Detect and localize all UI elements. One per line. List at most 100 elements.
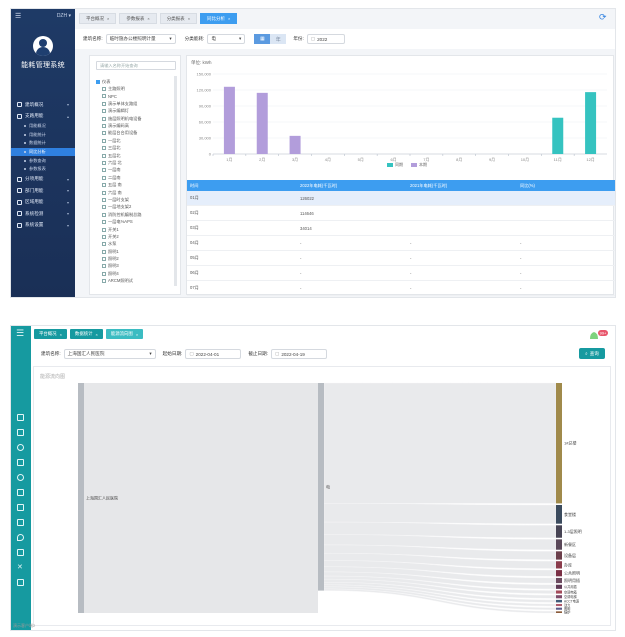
sankey-target-node[interactable] <box>556 577 562 584</box>
checkbox[interactable] <box>102 242 106 247</box>
tab[interactable]: 分类报表 × <box>159 13 198 24</box>
monitor-icon[interactable] <box>17 414 24 421</box>
sankey-middle-node[interactable] <box>318 383 324 591</box>
tree-node[interactable]: 消防控机编制总路 <box>94 211 172 218</box>
sidebar-subitem[interactable]: 用能概况 <box>11 122 75 131</box>
close-icon[interactable]: × <box>228 16 231 21</box>
table-row[interactable]: 06月 - - - <box>187 266 615 281</box>
sankey-link[interactable] <box>323 544 557 560</box>
tree-node[interactable]: 五层北 <box>94 152 172 159</box>
checkbox[interactable] <box>102 138 106 143</box>
calendar-icon[interactable] <box>17 519 24 526</box>
close-icon[interactable]: × <box>59 331 62 337</box>
sankey-target-node[interactable] <box>556 611 562 613</box>
sidebar-item[interactable]: 系统设置 ▾ <box>11 220 75 232</box>
sankey-target-node[interactable] <box>556 525 562 538</box>
checkbox[interactable] <box>102 168 106 173</box>
legend-item[interactable]: 同期 <box>387 162 403 168</box>
table-row[interactable]: 07月 - - - <box>187 281 615 296</box>
tab[interactable]: 同比分析 × <box>200 13 238 24</box>
checkbox[interactable] <box>102 190 106 195</box>
tree-node[interactable]: 开关2 <box>94 233 172 240</box>
tree-node[interactable]: 仪表 <box>94 78 172 85</box>
sidebar-item[interactable]: 区域用能 ▾ <box>11 197 75 209</box>
sidebar-item[interactable]: 建筑概况 ▾ <box>11 99 75 111</box>
checkbox[interactable] <box>102 212 106 217</box>
start-date-picker[interactable]: ▢ 2022-04-01 <box>185 349 242 359</box>
tree-node[interactable]: 照明3 <box>94 263 172 270</box>
bar-prior[interactable] <box>552 117 564 154</box>
year-toggle-button[interactable]: 年 <box>270 34 287 44</box>
tree-node[interactable]: 施层照明机电设备 <box>94 115 172 122</box>
tab[interactable]: 参数报表 × <box>119 13 157 24</box>
close-icon[interactable]: × <box>95 331 98 337</box>
checkbox[interactable] <box>102 87 106 92</box>
checkbox[interactable] <box>102 175 106 180</box>
sidebar-item[interactable]: 系统检测 ▾ <box>11 208 75 220</box>
tree-node[interactable]: NPC <box>94 93 172 100</box>
tree-node[interactable]: 六层 南 <box>94 189 172 196</box>
sidebar-subitem[interactable]: 参数查询 <box>11 156 75 165</box>
tree-node[interactable]: 一层北 <box>94 137 172 144</box>
tree-node[interactable]: 水泵 <box>94 241 172 248</box>
query-button[interactable]: ⌕ 查询 <box>579 348 605 359</box>
refresh-icon[interactable]: ⟳ <box>599 12 607 22</box>
checkbox[interactable] <box>102 101 106 106</box>
tree-node[interactable]: 能层台台用设备 <box>94 130 172 137</box>
checkbox[interactable] <box>102 205 106 210</box>
sankey-target-node[interactable] <box>556 590 562 594</box>
sankey-link[interactable] <box>323 534 557 550</box>
building-select[interactable]: 上海国汇人民医院 ▾ <box>63 349 156 359</box>
sankey-target-node[interactable] <box>556 383 562 504</box>
sankey-target-node[interactable] <box>556 607 562 610</box>
tools-icon[interactable]: ✕ <box>17 564 23 571</box>
bar-prior[interactable] <box>585 92 597 154</box>
close-icon[interactable]: × <box>187 16 191 21</box>
tab[interactable]: 平台概况 × <box>34 329 67 339</box>
sankey-source-node[interactable] <box>78 383 84 613</box>
checkbox[interactable] <box>102 234 106 239</box>
sankey-target-node[interactable] <box>556 595 562 599</box>
sankey-link[interactable] <box>323 382 557 504</box>
building-select[interactable]: 临时施办公楼照明计量 ▾ <box>105 34 176 44</box>
table-row[interactable]: 04月 - - - <box>187 236 615 251</box>
eye-icon[interactable] <box>17 474 24 481</box>
building-icon[interactable] <box>17 429 24 436</box>
table-row[interactable]: 05月 - - - <box>187 251 615 266</box>
tree-node[interactable]: 五层 南 <box>94 181 172 188</box>
table-row[interactable]: 02月 114646 <box>187 206 615 221</box>
sankey-target-node[interactable] <box>556 551 562 560</box>
tree-node[interactable]: 一层南 <box>94 167 172 174</box>
user-menu[interactable]: DZH ▾ <box>56 13 71 19</box>
category-select[interactable]: 电 ▾ <box>207 34 246 44</box>
tree-node[interactable]: 演示编码高 <box>94 122 172 129</box>
checkbox[interactable] <box>102 124 106 129</box>
checkbox[interactable] <box>102 257 106 262</box>
tree-node[interactable]: 一层地支架2 <box>94 204 172 211</box>
close-icon[interactable]: × <box>107 16 110 21</box>
sidebar-item[interactable]: 分项用能 ▾ <box>11 174 75 186</box>
close-icon[interactable]: × <box>147 16 150 21</box>
sidebar-item[interactable]: 部门用能 ▾ <box>11 185 75 197</box>
folder-icon[interactable] <box>17 489 24 496</box>
checkbox[interactable] <box>102 109 106 114</box>
checkbox[interactable] <box>96 79 100 84</box>
location-icon[interactable] <box>17 534 24 541</box>
tab[interactable]: 能源流向图 × <box>105 329 144 339</box>
checkbox[interactable] <box>102 153 106 158</box>
legend-item[interactable]: 本期 <box>411 162 427 168</box>
close-icon[interactable]: × <box>135 331 139 337</box>
tree-node[interactable]: 一层电%APS <box>94 218 172 225</box>
tree-node[interactable]: 三层北 <box>94 145 172 152</box>
bar-current[interactable] <box>256 92 268 154</box>
checkbox[interactable] <box>102 227 106 232</box>
bar-current[interactable] <box>289 135 301 154</box>
tree-node[interactable]: 照明1 <box>94 248 172 255</box>
tree-search-input[interactable]: 请输入名称开始查询 <box>96 61 176 70</box>
sankey-target-node[interactable] <box>556 570 562 577</box>
checkbox[interactable] <box>102 146 106 151</box>
table-row[interactable]: 03月 34014 <box>187 221 615 236</box>
hamburger-icon[interactable]: ☰ <box>16 328 25 338</box>
sankey-link[interactable] <box>323 566 557 584</box>
checkbox[interactable] <box>102 249 106 254</box>
